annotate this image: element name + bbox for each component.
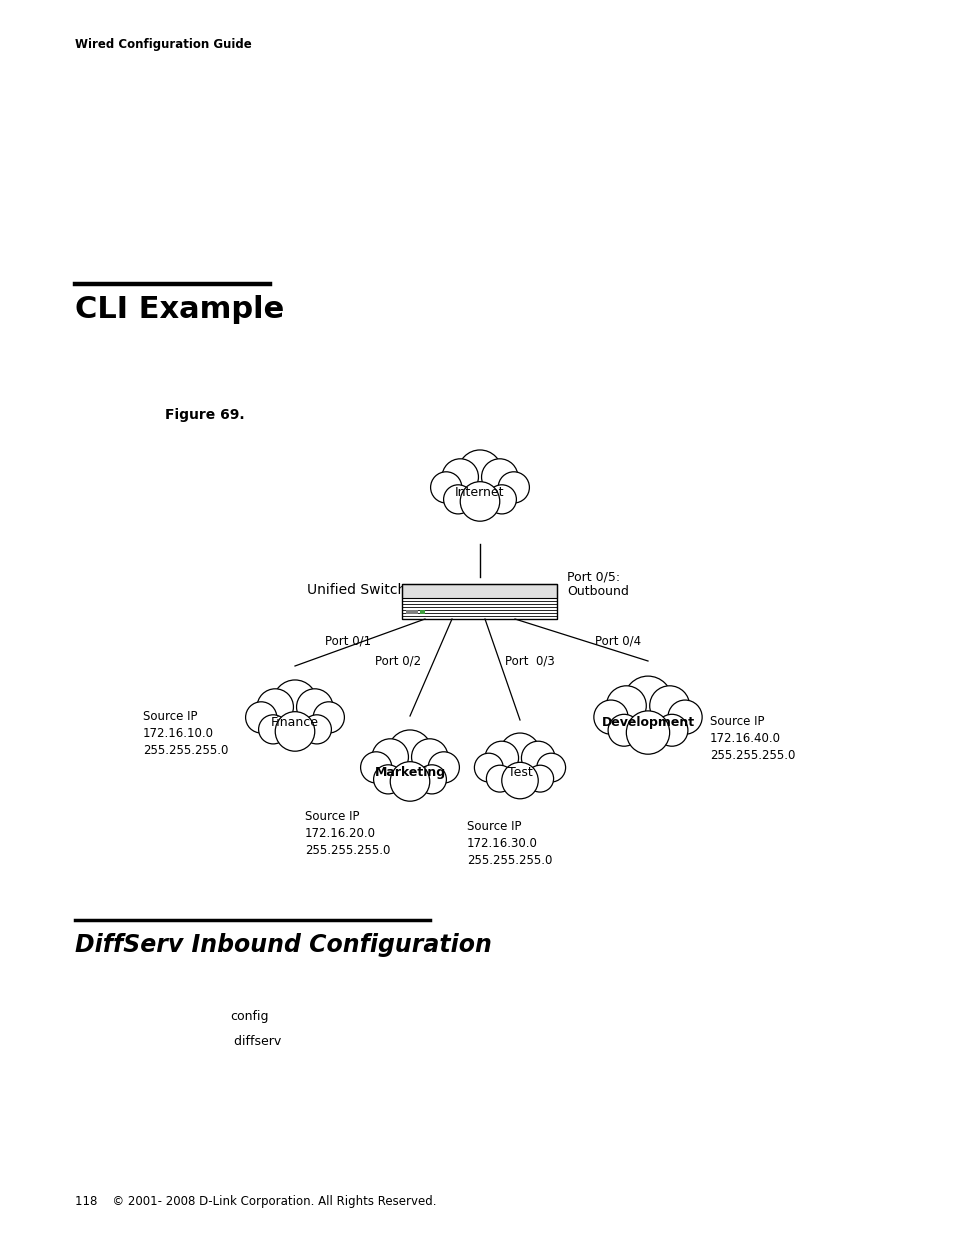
Text: DiffServ Inbound Configuration: DiffServ Inbound Configuration (75, 932, 492, 957)
Text: Unified Switch: Unified Switch (307, 583, 406, 597)
Circle shape (374, 764, 402, 794)
Circle shape (487, 485, 516, 514)
Text: Internet: Internet (455, 487, 504, 499)
Circle shape (296, 689, 333, 725)
Circle shape (258, 715, 288, 743)
Circle shape (526, 766, 553, 792)
Circle shape (411, 739, 448, 776)
Circle shape (390, 762, 429, 802)
Text: Test: Test (507, 766, 532, 779)
Ellipse shape (598, 700, 696, 751)
Circle shape (656, 714, 687, 746)
Ellipse shape (436, 472, 523, 519)
Text: Development: Development (600, 716, 694, 730)
Circle shape (430, 472, 461, 503)
Circle shape (256, 689, 294, 725)
Text: Port 0/1: Port 0/1 (325, 635, 371, 648)
Circle shape (313, 701, 344, 734)
Ellipse shape (365, 752, 454, 799)
Text: Port  0/3: Port 0/3 (504, 655, 554, 668)
Text: Port 0/4: Port 0/4 (595, 635, 640, 648)
Circle shape (497, 472, 529, 503)
Circle shape (474, 753, 502, 782)
Circle shape (484, 741, 518, 774)
Circle shape (593, 700, 627, 735)
Circle shape (457, 450, 501, 494)
Ellipse shape (251, 701, 339, 748)
Text: CLI Example: CLI Example (75, 295, 284, 324)
Ellipse shape (478, 753, 560, 797)
Text: config: config (230, 1010, 268, 1023)
Bar (402, 584, 557, 599)
Circle shape (273, 680, 316, 724)
Circle shape (537, 753, 565, 782)
Bar (402, 584, 557, 619)
Text: Source IP
172.16.30.0
255.255.255.0: Source IP 172.16.30.0 255.255.255.0 (467, 820, 552, 867)
Circle shape (499, 734, 539, 773)
Circle shape (360, 752, 392, 783)
Circle shape (486, 766, 513, 792)
Bar (420, 610, 425, 614)
Circle shape (501, 762, 537, 799)
Bar (406, 610, 418, 614)
Circle shape (649, 685, 689, 726)
Circle shape (428, 752, 459, 783)
Text: Source IP
172.16.10.0
255.255.255.0: Source IP 172.16.10.0 255.255.255.0 (143, 710, 228, 757)
Text: Port 0/5:
Outbound: Port 0/5: Outbound (567, 571, 629, 598)
Circle shape (275, 711, 314, 751)
Circle shape (441, 458, 478, 495)
Text: diffserv: diffserv (230, 1035, 281, 1049)
Text: Wired Configuration Guide: Wired Configuration Guide (75, 38, 252, 51)
Text: Finance: Finance (271, 716, 318, 729)
Circle shape (623, 676, 671, 724)
Circle shape (626, 711, 669, 755)
Circle shape (481, 458, 517, 495)
Text: Figure 69.: Figure 69. (165, 408, 244, 422)
Circle shape (245, 701, 276, 734)
Text: Port 0/2: Port 0/2 (375, 655, 420, 668)
Text: Source IP
172.16.20.0
255.255.255.0: Source IP 172.16.20.0 255.255.255.0 (305, 810, 390, 857)
Circle shape (667, 700, 701, 735)
Circle shape (521, 741, 555, 774)
Circle shape (302, 715, 331, 743)
Circle shape (372, 739, 408, 776)
Circle shape (416, 764, 446, 794)
Circle shape (607, 714, 639, 746)
Circle shape (388, 730, 432, 773)
Text: Source IP
172.16.40.0
255.255.255.0: Source IP 172.16.40.0 255.255.255.0 (709, 715, 795, 762)
Circle shape (606, 685, 645, 726)
Text: 118    © 2001- 2008 D-Link Corporation. All Rights Reserved.: 118 © 2001- 2008 D-Link Corporation. All… (75, 1195, 436, 1208)
Circle shape (459, 482, 499, 521)
Circle shape (443, 485, 473, 514)
Text: Marketing: Marketing (374, 766, 445, 779)
